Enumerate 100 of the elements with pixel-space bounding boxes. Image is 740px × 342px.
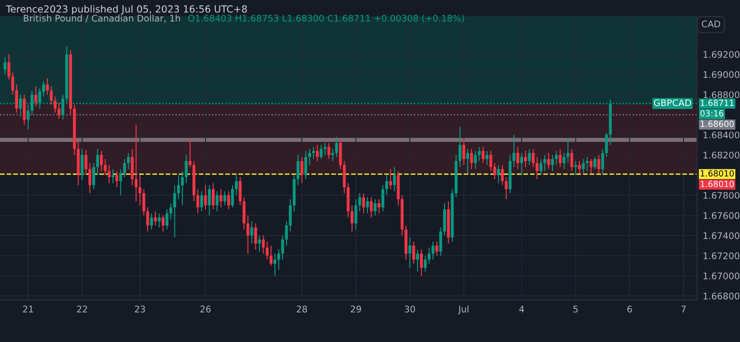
- candlestick: [578, 160, 581, 174]
- candlestick: [92, 162, 96, 190]
- candlestick: [562, 152, 566, 170]
- candlestick: [327, 142, 330, 160]
- ref-line-label: 1.68010: [700, 170, 734, 177]
- candlestick: [458, 126, 462, 168]
- candlestick: [173, 184, 176, 238]
- candlestick: [466, 148, 470, 174]
- candlestick: [308, 148, 312, 166]
- candlestick: [574, 160, 578, 176]
- y-tick-label: 1.69000: [704, 71, 740, 78]
- candlestick: [536, 156, 539, 180]
- candlestick: [216, 190, 219, 212]
- candlestick: [281, 235, 284, 260]
- ref-line-label: 1.68600: [700, 120, 734, 127]
- candlestick: [166, 208, 168, 230]
- candlestick: [88, 162, 92, 194]
- candlestick: [350, 204, 354, 232]
- candlestick: [18, 94, 22, 118]
- candlestick: [234, 174, 238, 196]
- candlestick: [378, 198, 380, 214]
- candlestick: [80, 148, 84, 181]
- candlestick: [219, 188, 222, 208]
- ref-line-label: 1.68711: [700, 100, 734, 106]
- candlestick: [335, 136, 338, 158]
- candlestick: [162, 214, 165, 232]
- x-tick-label: 28: [296, 306, 308, 312]
- y-tick-label: 1.68800: [704, 91, 740, 98]
- candlestick: [432, 241, 434, 260]
- candlestick: [246, 214, 250, 254]
- candlestick: [512, 134, 516, 168]
- candlestick: [46, 78, 49, 96]
- y-tick-label: 1.67200: [704, 252, 740, 260]
- candlestick: [108, 164, 111, 184]
- candlestick: [551, 154, 554, 172]
- candlestick: [474, 150, 477, 170]
- candlestick: [34, 86, 38, 108]
- candlestick: [58, 102, 60, 120]
- candlestick: [150, 212, 153, 230]
- candlestick: [42, 81, 46, 98]
- candlestick: [227, 190, 230, 210]
- candlestick: [470, 148, 473, 170]
- candlestick: [208, 184, 211, 216]
- y-tick-label: 1.66800: [704, 292, 740, 300]
- candlestick: [100, 150, 103, 172]
- candlestick: [188, 139, 192, 168]
- y-tick-label: 1.67800: [704, 192, 740, 199]
- candlestick: [242, 196, 246, 230]
- candlestick: [177, 174, 180, 200]
- candlestick: [524, 150, 527, 168]
- x-tick-label: 21: [23, 306, 34, 312]
- y-tick-label: 1.67400: [704, 232, 740, 240]
- candlestick: [231, 184, 234, 208]
- candlestick: [539, 158, 542, 176]
- y-tick-label: 1.67600: [704, 212, 740, 219]
- candlestick: [254, 222, 258, 250]
- candlestick: [320, 144, 323, 160]
- y-axis-title: CAD: [702, 20, 720, 28]
- candlestick: [601, 148, 604, 175]
- candlestick: [374, 198, 377, 216]
- candlestick: [547, 152, 550, 170]
- candlestick: [258, 235, 261, 252]
- candlestick: [420, 249, 423, 276]
- candlestick: [154, 210, 157, 226]
- y-tick-label: 1.69200: [704, 51, 740, 58]
- text: 1.68010: [700, 180, 734, 188]
- candlestick: [443, 202, 446, 236]
- candlestick: [486, 150, 488, 166]
- x-tick-label: 7: [681, 306, 686, 312]
- x-tick-label: 30: [404, 306, 415, 312]
- candlestick: [408, 237, 412, 268]
- candlestick: [554, 150, 558, 166]
- candlestick: [566, 138, 570, 164]
- candlestick: [134, 124, 138, 202]
- x-tick-label: 4: [519, 306, 524, 312]
- x-tick-label: 5: [573, 306, 578, 312]
- candlestick: [482, 146, 485, 164]
- candlestick: [204, 184, 207, 210]
- x-tick-label: 22: [77, 306, 87, 312]
- y-tick-label: 1.68400: [704, 132, 740, 138]
- x-tick-label: 26: [200, 306, 211, 312]
- candlestick: [296, 154, 300, 186]
- candlestick: [392, 166, 396, 192]
- candlestick: [112, 168, 114, 184]
- candlestick: [497, 164, 500, 184]
- candlestick: [96, 148, 99, 176]
- candlestick: [126, 152, 130, 170]
- candlestick: [15, 84, 18, 114]
- candlestick: [123, 158, 126, 178]
- candlestick: [312, 146, 315, 160]
- candlestick: [4, 56, 6, 75]
- x-tick-label: 23: [134, 306, 145, 312]
- candlestick: [339, 138, 342, 170]
- candlestick: [366, 196, 369, 214]
- candlestick: [84, 149, 88, 176]
- x-tick-label: 29: [350, 306, 361, 312]
- candlestick: [316, 144, 319, 162]
- candlestick: [439, 226, 442, 256]
- candlestick: [593, 156, 596, 170]
- x-tick-label: Jul: [458, 305, 468, 314]
